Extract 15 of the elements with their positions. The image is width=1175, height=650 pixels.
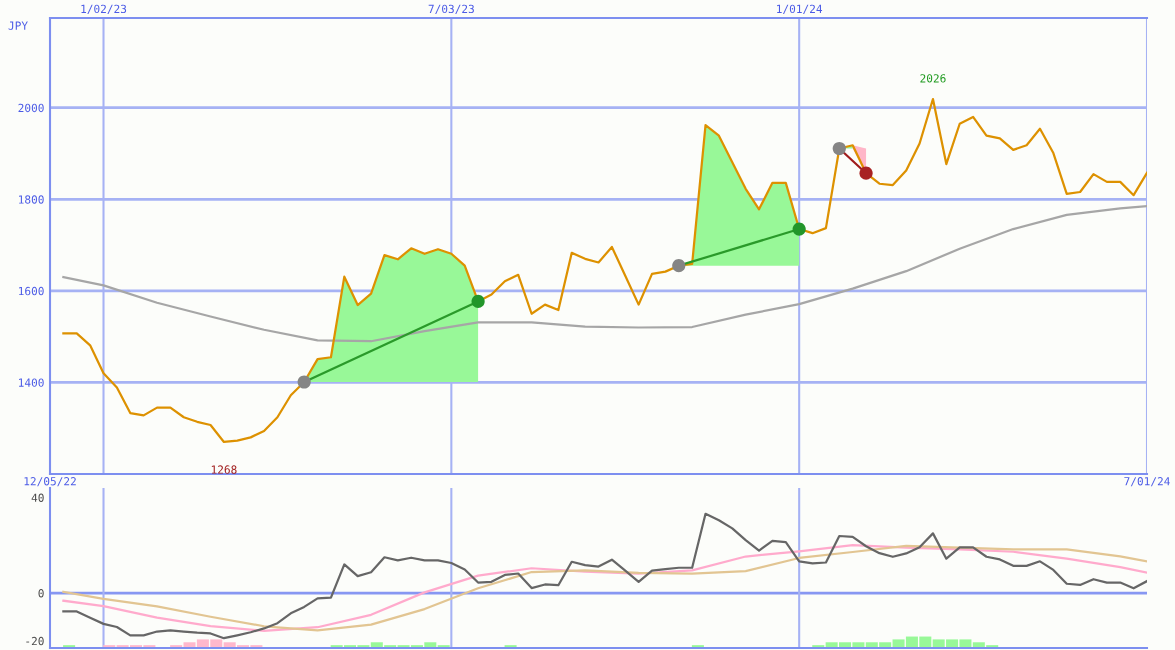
- y-tick-label: 1800: [19, 195, 44, 204]
- annotation: 2026: [920, 74, 946, 83]
- y-tick-label: 2000: [18, 103, 44, 113]
- y-tick-label: 1400: [19, 378, 44, 387]
- y-tick-label: 1600: [19, 286, 44, 296]
- x2-tick-label: 1/01/24: [777, 4, 823, 14]
- y-tick-label: -20: [26, 636, 44, 646]
- annotation: 1268: [211, 465, 237, 474]
- y-tick-label: 0: [38, 589, 44, 598]
- x-tick-label: 12/05/22: [24, 477, 76, 487]
- y-tick-label: 40: [31, 493, 44, 502]
- x2-tick-label: 7/03/23: [428, 4, 474, 14]
- x-tick-label: 7/01/24: [1124, 477, 1170, 487]
- y-axis-title: JPY: [8, 21, 28, 30]
- x2-tick-label: 1/02/23: [81, 4, 127, 14]
